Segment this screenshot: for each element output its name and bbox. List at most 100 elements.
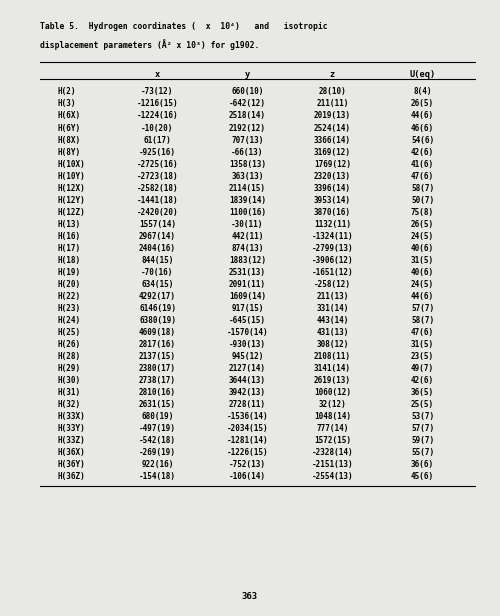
Text: -930(13): -930(13)	[229, 340, 266, 349]
Text: 443(14): 443(14)	[316, 316, 348, 325]
Text: 45(6): 45(6)	[411, 472, 434, 481]
Text: 42(6): 42(6)	[411, 148, 434, 156]
Text: -2328(14): -2328(14)	[312, 448, 354, 457]
Text: 660(10): 660(10)	[232, 87, 264, 97]
Text: -2582(18): -2582(18)	[136, 184, 178, 193]
Text: 4609(18): 4609(18)	[139, 328, 176, 337]
Text: 2631(15): 2631(15)	[139, 400, 176, 409]
Text: H(8Y): H(8Y)	[58, 148, 80, 156]
Text: 2320(13): 2320(13)	[314, 171, 351, 180]
Text: 211(13): 211(13)	[316, 292, 348, 301]
Text: H(36Y): H(36Y)	[58, 460, 85, 469]
Text: 2518(14): 2518(14)	[229, 111, 266, 121]
Text: 1839(14): 1839(14)	[229, 196, 266, 205]
Text: 1769(12): 1769(12)	[314, 160, 351, 169]
Text: 40(6): 40(6)	[411, 267, 434, 277]
Text: 2967(14): 2967(14)	[139, 232, 176, 241]
Text: -1651(12): -1651(12)	[312, 267, 354, 277]
Text: 25(5): 25(5)	[411, 400, 434, 409]
Text: 44(6): 44(6)	[411, 292, 434, 301]
Text: H(6Y): H(6Y)	[58, 124, 80, 132]
Text: 49(7): 49(7)	[411, 363, 434, 373]
Text: 874(13): 874(13)	[232, 244, 264, 253]
Text: H(23): H(23)	[58, 304, 80, 313]
Text: -70(16): -70(16)	[142, 267, 174, 277]
Text: 23(5): 23(5)	[411, 352, 434, 361]
Text: -1536(14): -1536(14)	[226, 412, 268, 421]
Text: 55(7): 55(7)	[411, 448, 434, 457]
Text: -1570(14): -1570(14)	[226, 328, 268, 337]
Text: H(18): H(18)	[58, 256, 80, 265]
Text: 2192(12): 2192(12)	[229, 124, 266, 132]
Text: -2725(16): -2725(16)	[136, 160, 178, 169]
Text: 2619(13): 2619(13)	[314, 376, 351, 385]
Text: 363: 363	[242, 591, 258, 601]
Text: 3366(14): 3366(14)	[314, 136, 351, 145]
Text: H(17): H(17)	[58, 244, 80, 253]
Text: 2114(15): 2114(15)	[229, 184, 266, 193]
Text: displacement parameters (Å² x 10³) for g1902.: displacement parameters (Å² x 10³) for g…	[40, 39, 260, 51]
Text: U(eq): U(eq)	[410, 70, 436, 79]
Text: 32(12): 32(12)	[318, 400, 346, 409]
Text: 28(10): 28(10)	[318, 87, 346, 97]
Text: z: z	[330, 70, 335, 79]
Text: 1060(12): 1060(12)	[314, 388, 351, 397]
Text: 945(12): 945(12)	[232, 352, 264, 361]
Text: 2817(16): 2817(16)	[139, 340, 176, 349]
Text: 1048(14): 1048(14)	[314, 412, 351, 421]
Text: H(36X): H(36X)	[58, 448, 85, 457]
Text: H(33X): H(33X)	[58, 412, 85, 421]
Text: 2091(11): 2091(11)	[229, 280, 266, 289]
Text: 6380(19): 6380(19)	[139, 316, 176, 325]
Text: H(13): H(13)	[58, 220, 80, 229]
Text: H(33Y): H(33Y)	[58, 424, 85, 433]
Text: 24(5): 24(5)	[411, 280, 434, 289]
Text: H(29): H(29)	[58, 363, 80, 373]
Text: 1572(15): 1572(15)	[314, 436, 351, 445]
Text: 363(13): 363(13)	[232, 171, 264, 180]
Text: -642(12): -642(12)	[229, 99, 266, 108]
Text: 26(5): 26(5)	[411, 99, 434, 108]
Text: 61(17): 61(17)	[144, 136, 172, 145]
Text: -2420(20): -2420(20)	[136, 208, 178, 217]
Text: 2404(16): 2404(16)	[139, 244, 176, 253]
Text: H(24): H(24)	[58, 316, 80, 325]
Text: 4292(17): 4292(17)	[139, 292, 176, 301]
Text: 2531(13): 2531(13)	[229, 267, 266, 277]
Text: Table 5.  Hydrogen coordinates (  x  10⁴)   and   isotropic: Table 5. Hydrogen coordinates ( x 10⁴) a…	[40, 22, 328, 31]
Text: 1100(16): 1100(16)	[229, 208, 266, 217]
Text: H(36Z): H(36Z)	[58, 472, 85, 481]
Text: 6146(19): 6146(19)	[139, 304, 176, 313]
Text: 75(8): 75(8)	[411, 208, 434, 217]
Text: 3953(14): 3953(14)	[314, 196, 351, 205]
Text: -269(19): -269(19)	[139, 448, 176, 457]
Text: -3906(12): -3906(12)	[312, 256, 354, 265]
Text: 3169(12): 3169(12)	[314, 148, 351, 156]
Text: -258(12): -258(12)	[314, 280, 351, 289]
Text: -1226(15): -1226(15)	[226, 448, 268, 457]
Text: H(10Y): H(10Y)	[58, 171, 85, 180]
Text: 24(5): 24(5)	[411, 232, 434, 241]
Text: 2137(15): 2137(15)	[139, 352, 176, 361]
Text: 31(5): 31(5)	[411, 256, 434, 265]
Text: 50(7): 50(7)	[411, 196, 434, 205]
Text: H(32): H(32)	[58, 400, 80, 409]
Text: H(6X): H(6X)	[58, 111, 80, 121]
Text: -752(13): -752(13)	[229, 460, 266, 469]
Text: 58(7): 58(7)	[411, 184, 434, 193]
Text: 1132(11): 1132(11)	[314, 220, 351, 229]
Text: H(22): H(22)	[58, 292, 80, 301]
Text: 44(6): 44(6)	[411, 111, 434, 121]
Text: 777(14): 777(14)	[316, 424, 348, 433]
Text: 3396(14): 3396(14)	[314, 184, 351, 193]
Text: -2799(13): -2799(13)	[312, 244, 354, 253]
Text: 3141(14): 3141(14)	[314, 363, 351, 373]
Text: 2127(14): 2127(14)	[229, 363, 266, 373]
Text: 331(14): 331(14)	[316, 304, 348, 313]
Text: 42(6): 42(6)	[411, 376, 434, 385]
Text: 442(11): 442(11)	[232, 232, 264, 241]
Text: 634(15): 634(15)	[142, 280, 174, 289]
Text: 2810(16): 2810(16)	[139, 388, 176, 397]
Text: H(20): H(20)	[58, 280, 80, 289]
Text: 1557(14): 1557(14)	[139, 220, 176, 229]
